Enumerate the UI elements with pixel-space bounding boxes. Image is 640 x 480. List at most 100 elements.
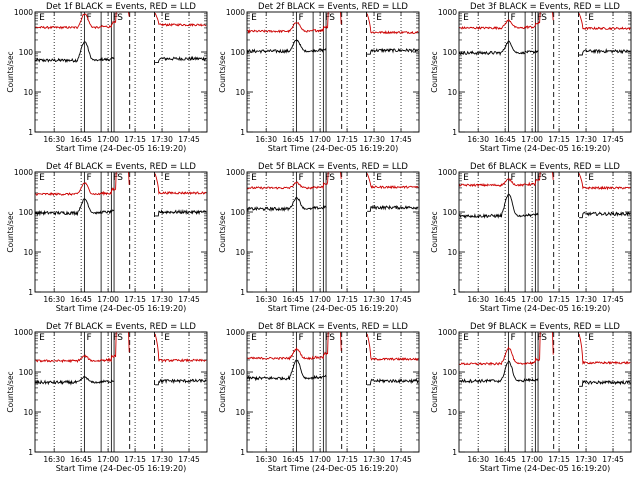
x-tick-label: 17:15 [124, 295, 146, 304]
panel-7: Det 7f BLACK = Events, RED = LLD 1 10 100 10… [6, 322, 208, 473]
events-series-line [246, 38, 419, 55]
y-tick-label: 100 [443, 208, 458, 217]
x-tick-label: 17:30 [575, 135, 597, 144]
y-tick-label: 1000 [438, 8, 457, 17]
region-label: F [113, 333, 118, 343]
y-tick-label: 1 [28, 128, 33, 137]
region-label: F [537, 333, 542, 343]
panel-3: Det 3f BLACK = Events, RED = LLD 1 10 100 10… [430, 2, 632, 153]
x-tick-label: 17:15 [548, 455, 570, 464]
y-tick-label: 100 [231, 48, 246, 57]
x-tick-label: 17:45 [390, 135, 412, 144]
region-label: S [541, 13, 547, 23]
plot-frame [34, 11, 208, 133]
y-tick-label: 100 [231, 208, 246, 217]
region-label: E [164, 13, 170, 23]
panel-8: Det 8f BLACK = Events, RED = LLD 1 10 100 10… [218, 322, 420, 473]
x-tick-label: 16:45 [282, 455, 304, 464]
lld-series-line [459, 11, 631, 31]
x-tick-label: 17:00 [309, 295, 331, 304]
x-tick-label: 17:45 [178, 455, 200, 464]
x-tick-label: 17:00 [521, 135, 543, 144]
region-label: F [299, 173, 304, 183]
x-axis-label: Start Time (24-Dec-05 16:19:20) [56, 464, 187, 473]
x-tick-label: 17:45 [390, 295, 412, 304]
x-axis-label: Start Time (24-Dec-05 16:19:20) [56, 144, 187, 153]
region-label: E [588, 13, 594, 23]
region-label: E [588, 333, 594, 343]
region-label: S [117, 333, 123, 343]
y-axis-label: Counts/sec [6, 51, 15, 92]
x-tick-label: 17:00 [97, 135, 119, 144]
lld-series-line [247, 11, 419, 35]
x-tick-label: 16:30 [255, 455, 277, 464]
region-label: E [463, 13, 469, 23]
panel-title: Det 2f BLACK = Events, RED = LLD [258, 2, 408, 12]
region-label: E [251, 173, 257, 183]
y-tick-label: 1000 [14, 328, 33, 337]
x-tick-label: 17:15 [124, 455, 146, 464]
x-tick-label: 17:45 [602, 295, 624, 304]
panel-title: Det 9f BLACK = Events, RED = LLD [470, 322, 620, 332]
y-tick-label: 10 [447, 88, 457, 97]
region-label: S [329, 333, 335, 343]
x-axis-label: Start Time (24-Dec-05 16:19:20) [268, 144, 399, 153]
y-axis-label: Counts/sec [430, 371, 439, 412]
y-tick-label: 1000 [226, 168, 245, 177]
y-axis-label: Counts/sec [218, 211, 227, 252]
lld-series-line [247, 331, 419, 361]
panel-title: Det 8f BLACK = Events, RED = LLD [258, 322, 408, 332]
panel-6: Det 6f BLACK = Events, RED = LLD 1 10 100 10… [430, 162, 632, 313]
panel-title: Det 5f BLACK = Events, RED = LLD [258, 162, 408, 172]
x-tick-label: 16:30 [467, 455, 489, 464]
x-tick-label: 17:15 [336, 135, 358, 144]
x-tick-label: 16:30 [467, 135, 489, 144]
x-tick-label: 17:00 [97, 295, 119, 304]
region-label: E [251, 13, 257, 23]
y-tick-label: 1 [28, 448, 33, 457]
y-tick-label: 10 [235, 88, 245, 97]
panel-5: Det 5f BLACK = Events, RED = LLD 1 10 100 10… [218, 162, 420, 313]
x-tick-label: 17:45 [602, 135, 624, 144]
plot-frame [246, 11, 420, 133]
events-series-line [459, 193, 631, 219]
y-tick-label: 100 [443, 48, 458, 57]
x-tick-label: 17:15 [548, 295, 570, 304]
plot-frame [246, 171, 420, 293]
panel-title: Det 6f BLACK = Events, RED = LLD [470, 162, 620, 172]
y-tick-label: 10 [23, 408, 33, 417]
y-tick-label: 1 [452, 448, 457, 457]
y-tick-label: 1 [452, 128, 457, 137]
x-axis-label: Start Time (24-Dec-05 16:19:20) [56, 304, 187, 313]
x-tick-label: 16:45 [282, 295, 304, 304]
y-tick-label: 100 [443, 368, 458, 377]
region-label: F [299, 333, 304, 343]
x-tick-label: 17:30 [151, 135, 173, 144]
x-tick-label: 17:45 [602, 455, 624, 464]
region-label: S [541, 173, 547, 183]
y-tick-label: 100 [231, 368, 246, 377]
events-series-line [458, 40, 631, 57]
x-tick-label: 17:00 [309, 135, 331, 144]
x-axis-label: Start Time (24-Dec-05 16:19:20) [268, 304, 399, 313]
region-label: E [463, 173, 469, 183]
events-series-line [34, 41, 207, 64]
x-tick-label: 17:00 [521, 455, 543, 464]
region-label: F [511, 173, 516, 183]
y-tick-label: 10 [447, 248, 457, 257]
x-tick-label: 17:45 [178, 295, 200, 304]
x-tick-label: 17:00 [97, 455, 119, 464]
y-axis-label: Counts/sec [430, 51, 439, 92]
lld-series-line [458, 171, 631, 191]
y-tick-label: 1 [28, 288, 33, 297]
y-tick-label: 1000 [438, 328, 457, 337]
x-tick-label: 16:45 [70, 135, 92, 144]
region-label: S [117, 13, 123, 23]
x-tick-label: 17:30 [363, 295, 385, 304]
x-tick-label: 16:30 [43, 295, 65, 304]
region-label: E [164, 333, 170, 343]
region-label: E [376, 13, 382, 23]
y-axis-label: Counts/sec [218, 371, 227, 412]
x-tick-label: 17:30 [363, 135, 385, 144]
